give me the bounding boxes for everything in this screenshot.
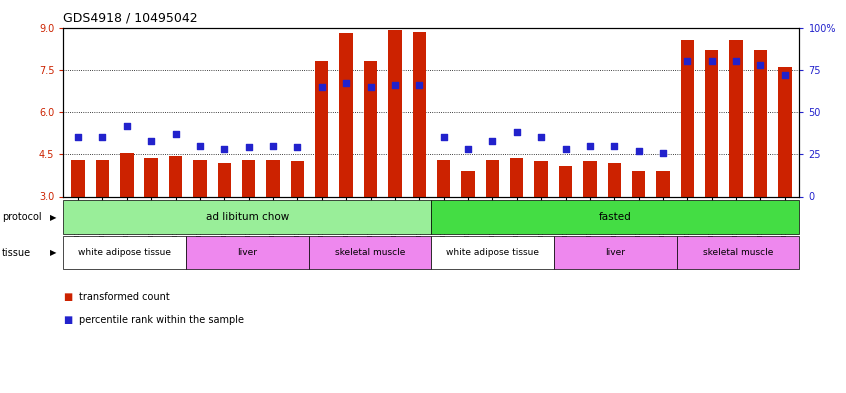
Point — [510, 129, 524, 136]
Bar — [705, 50, 718, 196]
Point — [437, 134, 450, 141]
Bar — [291, 161, 304, 196]
Point — [339, 80, 353, 86]
Bar — [388, 30, 402, 196]
Bar — [535, 161, 548, 196]
Bar — [778, 67, 792, 196]
Bar — [266, 160, 280, 196]
Point — [266, 143, 280, 149]
Point — [754, 62, 767, 68]
Text: ▶: ▶ — [50, 248, 57, 257]
Point — [535, 134, 548, 141]
Point — [656, 149, 670, 156]
Point — [583, 143, 596, 149]
Bar — [510, 158, 524, 196]
Point — [705, 58, 718, 64]
Point — [145, 138, 158, 144]
Point — [71, 134, 85, 141]
Bar — [607, 163, 621, 196]
Bar — [413, 32, 426, 196]
Bar — [437, 160, 450, 196]
Bar — [681, 40, 694, 196]
Bar — [145, 158, 158, 196]
Text: transformed count: transformed count — [79, 292, 169, 302]
Text: liver: liver — [606, 248, 625, 257]
Text: fasted: fasted — [599, 212, 632, 222]
Point — [461, 146, 475, 152]
Text: ▶: ▶ — [50, 213, 57, 222]
Bar — [193, 160, 206, 196]
Point — [242, 144, 255, 151]
Text: white adipose tissue: white adipose tissue — [447, 248, 539, 257]
Text: percentile rank within the sample: percentile rank within the sample — [79, 315, 244, 325]
Text: ad libitum chow: ad libitum chow — [206, 212, 289, 222]
Bar — [96, 160, 109, 196]
Text: white adipose tissue: white adipose tissue — [79, 248, 171, 257]
Point — [364, 83, 377, 90]
Point — [217, 146, 231, 152]
Point — [169, 131, 183, 137]
Bar — [71, 160, 85, 196]
Bar — [242, 160, 255, 196]
Bar — [217, 163, 231, 196]
Point — [486, 138, 499, 144]
Point — [120, 122, 134, 129]
Text: tissue: tissue — [2, 248, 30, 257]
Point — [607, 143, 621, 149]
Text: ■: ■ — [63, 315, 73, 325]
Text: liver: liver — [238, 248, 257, 257]
Bar — [461, 171, 475, 196]
Bar — [486, 160, 499, 196]
Point — [315, 83, 328, 90]
Bar — [583, 161, 596, 196]
Point — [729, 58, 743, 64]
Bar — [559, 165, 572, 196]
Text: skeletal muscle: skeletal muscle — [703, 248, 773, 257]
Bar — [120, 153, 134, 196]
Bar — [339, 33, 353, 196]
Bar — [315, 61, 328, 196]
Bar — [364, 61, 377, 196]
Point — [96, 134, 109, 141]
Bar — [169, 156, 182, 196]
Point — [778, 72, 792, 78]
Point — [291, 144, 305, 151]
Point — [558, 146, 572, 152]
Bar — [754, 50, 767, 196]
Bar — [632, 171, 645, 196]
Text: ■: ■ — [63, 292, 73, 302]
Text: skeletal muscle: skeletal muscle — [335, 248, 405, 257]
Point — [388, 82, 402, 88]
Bar — [729, 40, 743, 196]
Point — [413, 82, 426, 88]
Point — [680, 58, 694, 64]
Bar — [656, 171, 670, 196]
Point — [632, 148, 645, 154]
Text: protocol: protocol — [2, 212, 41, 222]
Point — [193, 143, 206, 149]
Text: GDS4918 / 10495042: GDS4918 / 10495042 — [63, 12, 198, 25]
